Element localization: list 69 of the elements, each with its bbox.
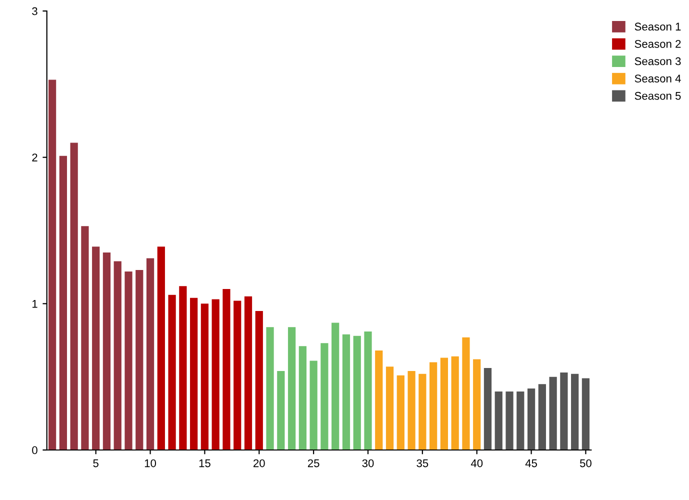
bar: [364, 331, 372, 450]
bar: [190, 298, 198, 450]
bar: [396, 375, 404, 450]
bar: [234, 300, 242, 450]
bar: [222, 289, 230, 450]
bar: [92, 246, 100, 450]
bar: [506, 391, 514, 450]
bar: [560, 372, 568, 450]
bar: [440, 358, 448, 450]
bar: [157, 246, 165, 450]
y-tick-label: 2: [32, 154, 38, 162]
x-tick-label: 10: [144, 459, 156, 468]
bar: [418, 374, 426, 450]
bar: [582, 378, 590, 450]
bar: [146, 258, 154, 450]
y-tick-label: 3: [32, 7, 38, 16]
x-tick-label: 50: [580, 459, 592, 468]
bar: [484, 368, 492, 450]
bar: [494, 391, 502, 450]
bar: [320, 343, 328, 450]
legend-label: Season 5: [634, 92, 681, 100]
bar: [179, 286, 187, 450]
bar: [527, 388, 536, 450]
bar: [136, 270, 144, 450]
bar: [277, 370, 285, 450]
bar: [298, 346, 306, 450]
bar: [102, 252, 111, 450]
bar: [332, 322, 340, 450]
bar: [70, 142, 78, 450]
x-tick-label: 45: [525, 459, 537, 468]
bar: [516, 391, 524, 450]
bar: [244, 296, 252, 450]
bar: [200, 304, 209, 450]
bar: [310, 360, 318, 450]
bar: [266, 327, 274, 450]
y-tick-label: 1: [32, 300, 38, 308]
bar: [353, 336, 361, 450]
bar: [549, 376, 557, 450]
bar: [571, 374, 579, 450]
bar: [538, 384, 546, 450]
x-tick-label: 25: [308, 459, 320, 468]
bar: [288, 327, 296, 450]
bar: [48, 80, 56, 450]
bar: [255, 310, 263, 450]
x-tick-label: 30: [362, 459, 374, 468]
bar: [386, 366, 394, 450]
x-tick-label: 15: [199, 459, 210, 468]
bar: [124, 271, 132, 450]
bar: [462, 337, 470, 450]
bar: [114, 261, 122, 450]
bar: [342, 334, 350, 450]
x-tick-label: 35: [416, 459, 428, 468]
bar: [451, 356, 459, 450]
bar: [430, 362, 438, 450]
bar: [408, 370, 416, 450]
bar: [473, 359, 481, 450]
legend-label: Season 2: [634, 40, 681, 48]
bar: [59, 156, 67, 450]
legend-label: Season 1: [634, 22, 681, 31]
x-tick-label: 5: [93, 459, 98, 468]
legend-label: Season 3: [634, 57, 681, 66]
x-tick-label: 20: [254, 459, 265, 468]
bar: [375, 350, 383, 450]
y-tick-label: 0: [32, 446, 38, 454]
legend-label: Season 4: [634, 74, 681, 82]
bar: [81, 226, 89, 450]
x-tick-label: 40: [470, 459, 483, 468]
bar: [168, 294, 176, 450]
bar: [212, 299, 220, 450]
